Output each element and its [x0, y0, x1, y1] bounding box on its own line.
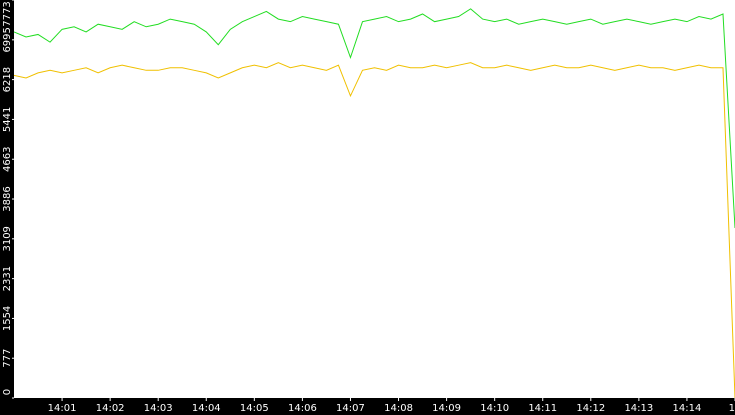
y-tick-label: 3109 — [2, 226, 13, 251]
x-tick-label: 14:04 — [192, 403, 221, 414]
plot-area — [14, 0, 735, 398]
x-tick-label: 14:05 — [240, 403, 269, 414]
y-tick-label: 0 — [2, 389, 13, 395]
x-tick-label: 14:09 — [432, 403, 461, 414]
y-tick-label: 4663 — [2, 147, 13, 172]
y-tick-label: 3886 — [2, 186, 13, 211]
y-tick-label: 777 — [2, 349, 13, 368]
x-tick-label: 14:14 — [673, 403, 702, 414]
series-line — [13, 8, 735, 229]
series-line — [13, 62, 735, 399]
y-tick-label: 7773 — [2, 1, 13, 26]
x-tick-label: 14:08 — [384, 403, 413, 414]
x-tick-label: 14:11 — [528, 403, 557, 414]
x-tick-label: 14:07 — [336, 403, 365, 414]
x-tick-label: 14:03 — [144, 403, 173, 414]
y-tick-label: 1554 — [2, 306, 13, 331]
x-tick-label: 14:01 — [48, 403, 77, 414]
x-tick-label: 14 — [729, 403, 735, 414]
y-tick-label: 6995 — [2, 27, 13, 52]
x-tick-label: 14:13 — [624, 403, 653, 414]
x-tick-label: 14:10 — [480, 403, 509, 414]
y-tick-label: 2331 — [2, 266, 13, 291]
x-tick-label: 14:12 — [576, 403, 605, 414]
x-tick-label: 14:02 — [96, 403, 125, 414]
y-tick-label: 6218 — [2, 67, 13, 92]
x-tick-label: 14:06 — [288, 403, 317, 414]
y-tick-label: 5441 — [2, 107, 13, 132]
